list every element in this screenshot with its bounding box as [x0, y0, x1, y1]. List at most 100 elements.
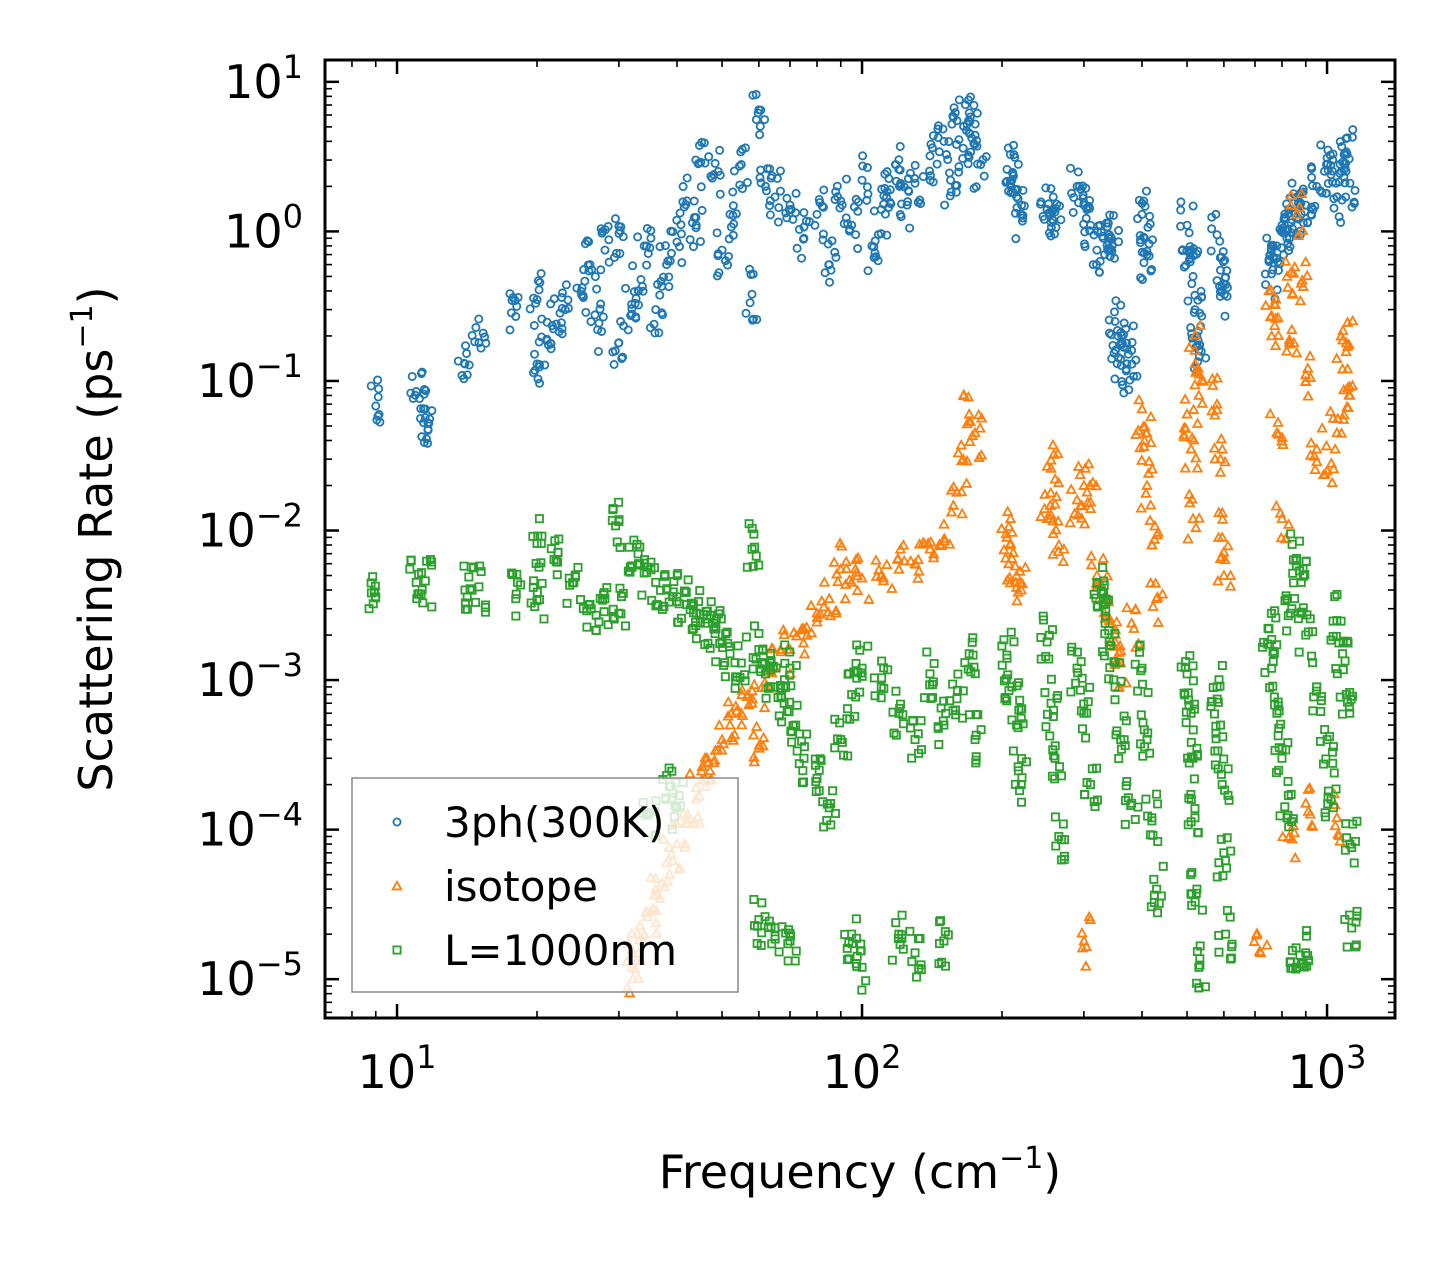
- triangle-point: [1346, 314, 1359, 326]
- circle-point: [1124, 385, 1134, 395]
- triangle-point: [1090, 479, 1103, 491]
- triangle-point: [1003, 520, 1015, 531]
- circle-point: [981, 152, 991, 162]
- triangle-point: [1148, 533, 1161, 544]
- square-point: [1295, 950, 1305, 960]
- triangle-point: [1302, 805, 1315, 816]
- square-point: [1283, 776, 1293, 786]
- triangle-point: [1196, 397, 1209, 408]
- triangle-point: [1076, 926, 1088, 938]
- triangle-point: [1128, 622, 1140, 633]
- circle-point: [1106, 244, 1116, 254]
- circle-point: [704, 152, 714, 162]
- triangle-point: [1285, 189, 1297, 201]
- square-point: [799, 753, 809, 763]
- square-point: [968, 650, 978, 660]
- square-point: [1053, 691, 1063, 701]
- triangle-point: [1058, 543, 1070, 554]
- circle-point: [531, 298, 541, 308]
- square-point: [1050, 753, 1060, 763]
- square-point: [1218, 871, 1228, 881]
- square-point: [1130, 814, 1140, 824]
- triangle-point: [1135, 454, 1148, 465]
- circle-point: [1139, 196, 1149, 206]
- triangle-point: [1187, 403, 1200, 414]
- square-point: [1194, 962, 1204, 972]
- circle-point: [1344, 154, 1354, 164]
- triangle-point: [850, 553, 863, 564]
- triangle-point: [1224, 569, 1237, 580]
- circle-point: [1197, 311, 1207, 321]
- circle-point: [812, 209, 822, 219]
- circle-point: [462, 348, 472, 358]
- square-point: [929, 658, 939, 668]
- circle-point: [557, 303, 567, 313]
- square-point: [1319, 759, 1329, 769]
- triangle-point: [877, 574, 890, 586]
- circle-point: [969, 183, 979, 193]
- square-point: [716, 614, 726, 624]
- circle-point: [784, 205, 794, 215]
- square-point: [879, 663, 889, 673]
- circle-point: [623, 325, 633, 335]
- triangle-point: [839, 592, 852, 604]
- triangle-point: [746, 684, 758, 696]
- square-point: [1045, 731, 1055, 741]
- triangle-point: [743, 698, 755, 710]
- square-point: [1188, 725, 1198, 735]
- square-point: [763, 923, 773, 933]
- square-point: [747, 523, 757, 533]
- triangle-point: [1050, 523, 1062, 535]
- square-point: [1004, 686, 1014, 696]
- circle-point: [1341, 192, 1351, 202]
- circle-point: [595, 304, 605, 314]
- triangle-point: [1285, 199, 1297, 210]
- y-tick-label: 10−3: [197, 646, 303, 707]
- square-point: [1227, 939, 1237, 949]
- triangle-point: [1295, 187, 1308, 199]
- circle-point: [830, 247, 840, 257]
- square-point: [905, 723, 915, 733]
- triangle-point: [912, 553, 925, 565]
- circle-point: [505, 325, 515, 335]
- square-point: [851, 959, 861, 969]
- square-point: [573, 562, 583, 572]
- triangle-point: [1074, 499, 1087, 511]
- x-tick-label: 101: [358, 1038, 437, 1099]
- circle-point: [791, 188, 801, 198]
- square-point: [1048, 712, 1058, 722]
- circle-point: [1136, 273, 1146, 283]
- square-point: [1225, 912, 1235, 922]
- square-point: [1133, 686, 1143, 696]
- square-point: [863, 641, 873, 651]
- square-point: [1340, 656, 1350, 666]
- triangle-point: [956, 507, 969, 519]
- square-point: [811, 777, 821, 787]
- circle-point: [1197, 292, 1207, 302]
- square-point: [512, 569, 522, 579]
- square-point: [1186, 790, 1196, 800]
- square-point: [952, 685, 962, 695]
- triangle-point: [1212, 574, 1224, 586]
- circle-point: [1262, 233, 1272, 243]
- square-point: [662, 584, 672, 594]
- circle-point: [1220, 311, 1230, 321]
- square-point: [1212, 694, 1222, 704]
- square-point: [1210, 746, 1220, 756]
- triangle-point: [1002, 557, 1015, 569]
- circle-point: [1141, 186, 1151, 196]
- circle-point: [970, 130, 980, 140]
- circle-point: [715, 145, 725, 155]
- triangle-point: [1050, 490, 1063, 502]
- triangle-point: [1297, 280, 1310, 291]
- legend-triangle-icon: [391, 879, 403, 891]
- square-point: [1302, 961, 1312, 971]
- circle-point: [1310, 201, 1320, 211]
- circle-point: [1114, 237, 1124, 247]
- square-point: [1340, 845, 1350, 855]
- square-point: [733, 641, 743, 651]
- triangle-point: [999, 552, 1012, 563]
- square-point: [951, 710, 961, 720]
- circle-point: [1088, 260, 1098, 270]
- y-tick-label: 101: [224, 48, 303, 109]
